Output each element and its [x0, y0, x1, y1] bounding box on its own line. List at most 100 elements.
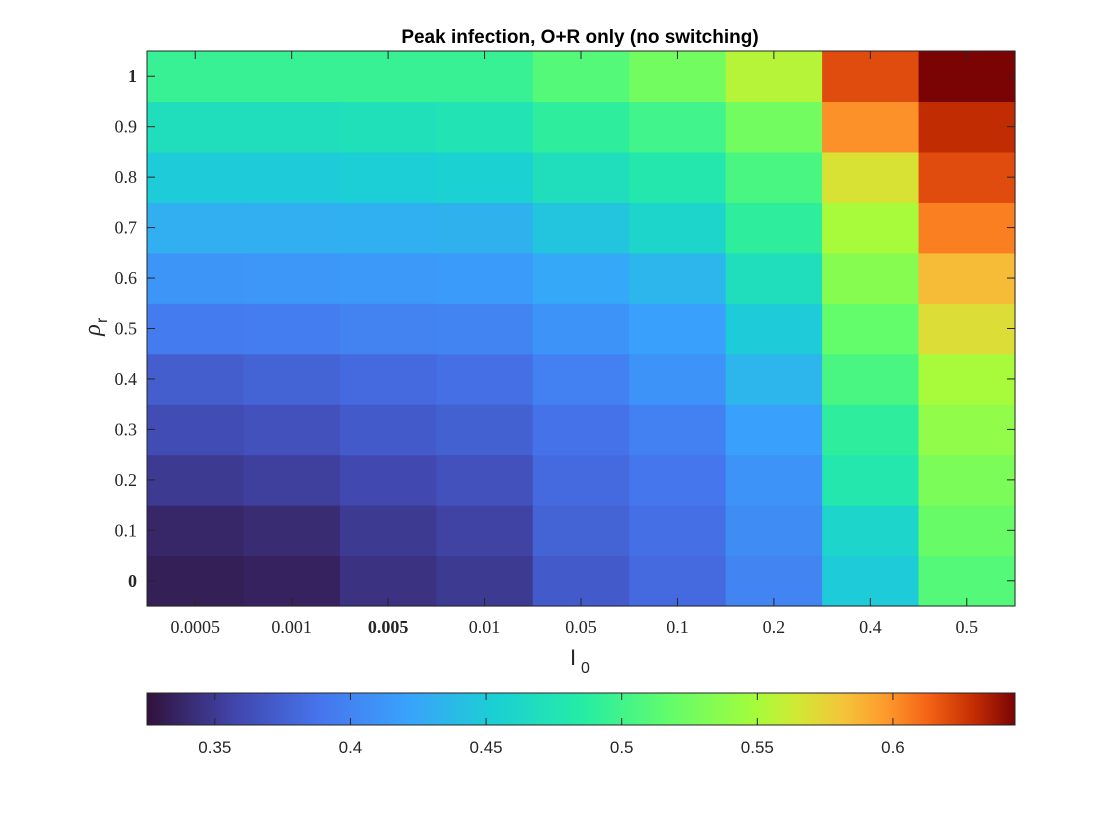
heatmap-cell [822, 505, 920, 557]
heatmap-cell [436, 454, 534, 506]
heatmap-cell [822, 101, 920, 153]
heatmap-cell [436, 101, 534, 153]
heatmap-cell [147, 303, 245, 355]
heatmap-cell [725, 505, 823, 557]
colorbar-tick-label: 0.6 [881, 738, 905, 757]
heatmap-cell [436, 404, 534, 456]
heatmap-cell [822, 303, 920, 355]
heatmap-cell [532, 101, 630, 153]
heatmap-cell [339, 51, 437, 103]
heatmap-cell [532, 505, 630, 557]
heatmap-cell [339, 505, 437, 557]
heatmap-cell [629, 505, 727, 557]
heatmap-cell [822, 51, 920, 103]
y-axis-label-main: ρ [80, 324, 106, 337]
heatmap-cell [725, 252, 823, 304]
x-axis-label: I 0 [570, 645, 590, 677]
heatmap-cell [532, 51, 630, 103]
heatmap-cell [243, 51, 341, 103]
x-axis-label-sub: 0 [581, 660, 590, 677]
heatmap-cell [436, 151, 534, 203]
heatmap-cell [822, 252, 920, 304]
heatmap-cell [147, 252, 245, 304]
x-tick-label: 0.05 [565, 617, 597, 637]
heatmap-cell [918, 101, 1016, 153]
heatmap-cell [822, 202, 920, 254]
heatmap-cell [339, 404, 437, 456]
heatmap-cell [436, 505, 534, 557]
heatmap-cell [629, 252, 727, 304]
heatmap-cell [147, 404, 245, 456]
heatmap-cell [918, 505, 1016, 557]
heatmap-cell [147, 101, 245, 153]
x-tick-label: 0.2 [763, 617, 786, 637]
y-tick-label: 1 [128, 66, 137, 86]
heatmap-cell [243, 353, 341, 405]
heatmap-cell [629, 454, 727, 506]
heatmap-cell [436, 202, 534, 254]
heatmap-cell [532, 252, 630, 304]
heatmap-cell [822, 454, 920, 506]
heatmap-cell [725, 303, 823, 355]
heatmap-cell [339, 101, 437, 153]
heatmap-cell [243, 252, 341, 304]
x-tick-label: 0.5 [956, 617, 979, 637]
heatmap-cell [532, 202, 630, 254]
y-tick-label: 0.4 [115, 369, 138, 389]
heatmap-cell [147, 353, 245, 405]
heatmap-cell [629, 202, 727, 254]
heatmap-cell [918, 303, 1016, 355]
heatmap-cell [918, 202, 1016, 254]
x-tick-label: 0.01 [469, 617, 501, 637]
y-axis-label-sub: r [94, 317, 111, 323]
heatmap-cell [147, 202, 245, 254]
heatmap-cell [436, 353, 534, 405]
heatmap-cell [339, 353, 437, 405]
heatmap-cell [436, 303, 534, 355]
heatmap-cell [629, 303, 727, 355]
heatmap-cell [243, 202, 341, 254]
heatmap-cell [918, 454, 1016, 506]
colorbar [146, 692, 1016, 726]
heatmap-cell [243, 505, 341, 557]
heatmap-cell [629, 51, 727, 103]
heatmap-cell [243, 151, 341, 203]
heatmap-cell [822, 404, 920, 456]
y-tick-label: 0.3 [115, 419, 138, 439]
heatmap-cell [243, 454, 341, 506]
heatmap-cell [532, 404, 630, 456]
y-axis-label: ρ r [80, 317, 111, 337]
heatmap-cell [725, 51, 823, 103]
x-tick-label: 0.1 [666, 617, 689, 637]
heatmap-cell [629, 353, 727, 405]
colorbar-tick-label: 0.5 [610, 738, 634, 757]
heatmap-cell [629, 151, 727, 203]
heatmap-cell [339, 151, 437, 203]
heatmap-cell [725, 353, 823, 405]
heatmap-cell [339, 303, 437, 355]
heatmap-cell [147, 151, 245, 203]
chart-title: Peak infection, O+R only (no switching) [401, 27, 758, 48]
heatmap-cell [725, 101, 823, 153]
heatmap-cell [339, 202, 437, 254]
x-axis-ticks: 0.0005 0.001 0.005 0.01 0.05 0.1 0.2 0.4 0.5 [170, 51, 978, 637]
heatmap-cell [243, 404, 341, 456]
heatmap-cell [532, 303, 630, 355]
x-tick-label: 0.001 [271, 617, 312, 637]
y-tick-label: 0 [128, 571, 137, 591]
y-tick-label: 0.6 [115, 268, 138, 288]
heatmap-cell [725, 202, 823, 254]
heatmap-cell [918, 151, 1016, 203]
y-tick-label: 0.2 [115, 470, 138, 490]
heatmap-cell [147, 51, 245, 103]
heatmap-cell [532, 454, 630, 506]
heatmap-cell [822, 353, 920, 405]
y-tick-label: 0.5 [115, 319, 138, 339]
y-tick-label: 0.8 [115, 167, 138, 187]
colorbar-tick-label: 0.45 [470, 738, 503, 757]
colorbar-tick-label: 0.55 [741, 738, 774, 757]
heatmap-cell [918, 252, 1016, 304]
x-tick-label: 0.005 [368, 617, 409, 637]
heatmap-cell [532, 151, 630, 203]
